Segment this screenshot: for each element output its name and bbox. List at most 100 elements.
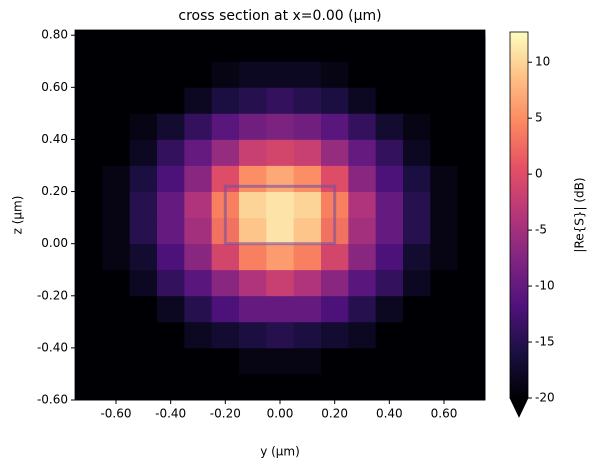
heatmap-cell bbox=[75, 165, 103, 192]
heatmap-cell bbox=[157, 139, 185, 166]
heatmap-cell bbox=[157, 113, 185, 140]
heatmap-cell bbox=[211, 321, 240, 349]
heatmap-cell bbox=[211, 295, 240, 323]
heatmap-cell bbox=[102, 269, 131, 297]
heatmap-cell bbox=[102, 347, 131, 375]
heatmap-cell bbox=[129, 243, 158, 271]
heatmap-cell bbox=[211, 35, 240, 62]
heatmap-cell bbox=[75, 35, 103, 62]
heatmap-cell bbox=[239, 295, 267, 323]
heatmap-cell bbox=[457, 191, 486, 219]
heatmap-cell bbox=[293, 217, 322, 245]
heatmap-cell bbox=[266, 87, 295, 114]
heatmap-cell bbox=[239, 321, 267, 349]
heatmap-cell bbox=[457, 139, 486, 166]
heatmap-cell bbox=[266, 113, 295, 140]
heatmap-cell bbox=[239, 243, 267, 271]
heatmap-cell bbox=[239, 165, 267, 192]
heatmap-cell bbox=[184, 217, 213, 245]
heatmap-cell bbox=[239, 87, 267, 114]
heatmap-cell bbox=[457, 347, 486, 375]
heatmap-cell bbox=[348, 165, 377, 192]
x-tick-label: 0.40 bbox=[376, 407, 403, 421]
y-tick-label: 0.20 bbox=[41, 184, 68, 198]
x-tick-label: -0.20 bbox=[210, 407, 241, 421]
heatmap-cell bbox=[184, 373, 213, 401]
heatmap-cell bbox=[293, 191, 322, 219]
heatmap-cell bbox=[266, 191, 295, 219]
colorbar-tick-label: 0 bbox=[535, 167, 543, 181]
heatmap-cell bbox=[293, 347, 322, 375]
heatmap-cell bbox=[403, 269, 431, 297]
y-tick-label: -0.40 bbox=[37, 340, 68, 354]
heatmap-cell bbox=[430, 269, 459, 297]
heatmap-cell bbox=[157, 243, 185, 271]
heatmap-cell bbox=[375, 87, 404, 114]
heatmap-cell bbox=[457, 165, 486, 192]
heatmap-cell bbox=[102, 113, 131, 140]
heatmap-cell bbox=[157, 35, 185, 62]
heatmap-cell bbox=[293, 373, 322, 401]
heatmap-cell bbox=[403, 87, 431, 114]
heatmap-cell bbox=[293, 61, 322, 88]
heatmap-cell bbox=[375, 113, 404, 140]
heatmap-cell bbox=[321, 139, 349, 166]
heatmap-cell bbox=[129, 165, 158, 192]
heatmap-cell bbox=[457, 269, 486, 297]
heatmap-cell bbox=[129, 113, 158, 140]
heatmap-cell bbox=[211, 113, 240, 140]
heatmap-cell bbox=[348, 373, 377, 401]
colorbar-tick-label: -5 bbox=[535, 223, 547, 237]
heatmap-cell bbox=[266, 217, 295, 245]
heatmap-cell bbox=[348, 217, 377, 245]
heatmap-cell bbox=[430, 373, 459, 401]
heatmap-cell bbox=[157, 295, 185, 323]
x-tick-label: 0.60 bbox=[431, 407, 458, 421]
heatmap-cell bbox=[348, 35, 377, 62]
heatmap-cell bbox=[375, 191, 404, 219]
heatmap-cell bbox=[75, 139, 103, 166]
heatmap-cell bbox=[129, 87, 158, 114]
heatmap-cell bbox=[457, 321, 486, 349]
heatmap-cell bbox=[157, 269, 185, 297]
heatmap-cell bbox=[403, 373, 431, 401]
heatmap-cell bbox=[266, 165, 295, 192]
heatmap-cell bbox=[102, 35, 131, 62]
heatmap-cell bbox=[239, 35, 267, 62]
heatmap-cell bbox=[293, 269, 322, 297]
heatmap-cell bbox=[184, 321, 213, 349]
heatmap-cell bbox=[293, 295, 322, 323]
heatmap-cell bbox=[266, 139, 295, 166]
y-tick-label: 0.00 bbox=[41, 236, 68, 250]
heatmap-cell bbox=[266, 269, 295, 297]
heatmap-cell bbox=[348, 191, 377, 219]
heatmap-cell bbox=[348, 113, 377, 140]
heatmap-cell bbox=[184, 113, 213, 140]
heatmap-cell bbox=[129, 347, 158, 375]
heatmap-cell bbox=[211, 347, 240, 375]
heatmap-cell bbox=[75, 269, 103, 297]
heatmap-cell bbox=[321, 321, 349, 349]
heatmap-cell bbox=[348, 243, 377, 271]
colorbar-tick-label: 5 bbox=[535, 111, 543, 125]
heatmap-cell bbox=[157, 321, 185, 349]
y-tick-label: -0.20 bbox=[37, 288, 68, 302]
heatmap-cell bbox=[239, 373, 267, 401]
heatmap-cell bbox=[239, 269, 267, 297]
structure-outline bbox=[223, 184, 337, 246]
heatmap-cell bbox=[321, 61, 349, 88]
heatmap-cell bbox=[403, 113, 431, 140]
heatmap-cell bbox=[184, 295, 213, 323]
heatmap-cell bbox=[211, 243, 240, 271]
heatmap-cell bbox=[211, 373, 240, 401]
heatmap-cell bbox=[430, 217, 459, 245]
colorbar bbox=[510, 32, 528, 398]
heatmap-cell bbox=[293, 243, 322, 271]
heatmap-cell bbox=[102, 243, 131, 271]
heatmap-cell bbox=[211, 87, 240, 114]
heatmap-cell bbox=[75, 87, 103, 114]
heatmap-cell bbox=[75, 347, 103, 375]
heatmap-cell bbox=[375, 347, 404, 375]
heatmap-cell bbox=[457, 373, 486, 401]
heatmap-cell bbox=[375, 139, 404, 166]
